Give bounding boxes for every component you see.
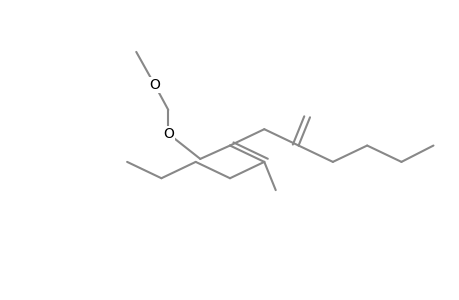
Text: O: O [149, 78, 160, 92]
Text: O: O [162, 127, 174, 141]
